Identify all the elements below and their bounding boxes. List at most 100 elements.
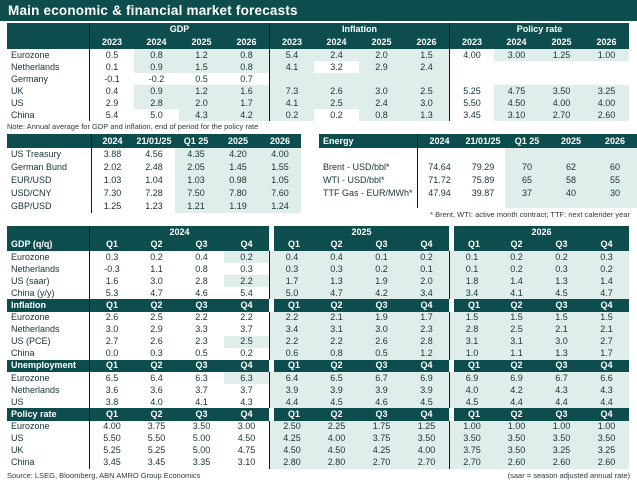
value-cell: 3.9 bbox=[314, 384, 359, 396]
row-label: Eurozone bbox=[11, 372, 50, 383]
value-cell: 3.7 bbox=[195, 384, 208, 395]
year-header: 2025 bbox=[539, 36, 584, 49]
value-cell bbox=[461, 148, 505, 161]
value-cell bbox=[359, 73, 404, 85]
value-cell: 1.7 bbox=[584, 347, 629, 360]
value-cell: 6.9 bbox=[494, 372, 539, 384]
value-cell: 3.9 bbox=[404, 384, 449, 396]
value-cell: 3.75 bbox=[449, 444, 494, 457]
quarter-header: Q3 bbox=[359, 359, 404, 372]
value-cell: 65 bbox=[505, 174, 549, 187]
value-cell: 3.35 bbox=[192, 457, 211, 467]
value-cell: 1.9 bbox=[359, 275, 404, 287]
value-cell: 2.0 bbox=[179, 97, 224, 109]
value-cell: 3.1 bbox=[494, 335, 539, 348]
value-cell: 3.50 bbox=[539, 85, 584, 97]
section-header-row: GDP (q/q) Q1 Q2 Q3 Q4 Q1 Q2 Q3 Q4 Q1 Q2 Q3 Q4 bbox=[7, 238, 629, 251]
row-label: China bbox=[11, 109, 35, 120]
value-cell: 4.4 bbox=[584, 396, 629, 408]
value-cell: 39.87 bbox=[471, 188, 495, 198]
value-cell: 3.9 bbox=[269, 384, 314, 396]
value-cell: 79.29 bbox=[471, 162, 495, 172]
section-header: Policy rate bbox=[7, 408, 89, 421]
value-cell: 4.00 bbox=[404, 444, 449, 457]
value-cell: 2.2 bbox=[195, 312, 208, 322]
value-cell: 3.50 bbox=[192, 421, 211, 431]
value-cell: 0.4 bbox=[269, 251, 314, 263]
value-cell: 1.5 bbox=[494, 311, 539, 324]
value-cell: 3.0 bbox=[404, 97, 449, 109]
quarterly-row-china: China 0.0 0.3 0.5 0.2 0.6 0.8 0.5 1.2 1.0 1.1 1.3 1.… bbox=[7, 347, 629, 360]
value-cell: -0.3 bbox=[89, 263, 134, 275]
value-cell: 2.1 bbox=[584, 323, 629, 336]
quarter-header: Q2 bbox=[314, 299, 359, 312]
value-cell: 1.1 bbox=[150, 263, 163, 274]
value-cell: 1.21 bbox=[175, 200, 217, 213]
quarter-header: Q1 bbox=[89, 299, 134, 312]
quarter-header: Q4 bbox=[584, 408, 629, 421]
value-cell: 1.0 bbox=[449, 347, 494, 360]
value-cell: 1.00 bbox=[584, 49, 629, 61]
table-title: Energy bbox=[319, 134, 417, 148]
value-cell: 3.25 bbox=[584, 85, 629, 97]
value-cell: 2.60 bbox=[539, 456, 584, 469]
value-cell: 0.3 bbox=[89, 251, 134, 263]
quarter-header: Q2 bbox=[134, 238, 179, 251]
value-cell: 2.9 bbox=[359, 61, 404, 73]
value-cell: 7.28 bbox=[145, 188, 163, 198]
quarter-header: Q2 bbox=[314, 359, 359, 372]
table-row bbox=[319, 148, 637, 161]
quarter-header: Q2 bbox=[314, 238, 359, 251]
table-row bbox=[319, 200, 637, 208]
quarter-header: Q1 bbox=[449, 359, 494, 372]
value-cell: 6.5 bbox=[314, 372, 359, 384]
annual-year-header-row: 2023 2024 2025 2026 2023 2024 2025 2026 2023 2024… bbox=[7, 36, 629, 49]
quarterly-row-eurozone: Eurozone 6.5 6.4 6.3 6.3 6.4 6.5 6.7 6.9 6.9 6.9 6.… bbox=[7, 372, 629, 384]
value-cell: 3.0 bbox=[89, 323, 134, 336]
value-cell: 37 bbox=[505, 187, 549, 200]
value-cell: 1.2 bbox=[404, 347, 449, 360]
value-cell: 1.00 bbox=[539, 420, 584, 433]
value-cell: 1.05 bbox=[259, 174, 301, 187]
annual-row-us: US 2.9 2.8 2.0 1.7 4.1 2.5 2.4 3.0 5.50 4.50 4.00 4.… bbox=[7, 97, 629, 109]
quarter-header: Q4 bbox=[224, 238, 269, 251]
value-cell: 0.2 bbox=[584, 263, 629, 275]
quarterly-row-netherlands: Netherlands 3.0 2.9 3.3 3.7 3.4 3.1 3.0 2.3 2.8 2.… bbox=[7, 323, 629, 336]
table-row: USD/CNY 7.30 7.28 7.50 7.80 7.60 bbox=[7, 187, 301, 200]
value-cell bbox=[549, 148, 593, 161]
value-cell: 0.8 bbox=[314, 347, 359, 360]
quarterly-row-uk: UK 5.25 5.25 5.00 4.75 4.50 4.50 4.25 4.00 3.75 3.… bbox=[7, 444, 629, 457]
value-cell: 1.04 bbox=[145, 175, 163, 185]
value-cell: 0.5 bbox=[89, 49, 134, 61]
value-cell: 0.0 bbox=[89, 347, 134, 360]
value-cell: 6.3 bbox=[224, 372, 269, 384]
row-label: Eurozone bbox=[11, 421, 50, 431]
quarterly-year-header-row: 2024 2025 2026 bbox=[7, 226, 629, 239]
quarter-header: Q4 bbox=[404, 299, 449, 312]
value-cell: 4.4 bbox=[539, 396, 584, 408]
value-cell: 2.8 bbox=[195, 275, 208, 286]
value-cell: 4.00 bbox=[314, 432, 359, 445]
value-cell: 3.1 bbox=[449, 335, 494, 348]
quarter-header: Q4 bbox=[404, 359, 449, 372]
value-cell: 4.5 bbox=[404, 396, 449, 408]
value-cell: 2.2 bbox=[240, 312, 253, 322]
row-label: US bbox=[11, 433, 24, 443]
quarter-header: Q2 bbox=[134, 408, 179, 421]
value-cell: 1.23 bbox=[145, 201, 163, 211]
row-label: Netherlands bbox=[11, 263, 60, 274]
section-header: Unemployment bbox=[7, 359, 89, 372]
value-cell: 6.9 bbox=[404, 372, 449, 384]
annual-row-eurozone: Eurozone 0.5 0.8 1.2 0.8 5.4 2.4 2.0 1.5 4.00 3.00… bbox=[7, 49, 629, 61]
group-header: Policy rate bbox=[449, 23, 629, 36]
value-cell: 2.70 bbox=[404, 456, 449, 469]
section-header: GDP (q/q) bbox=[7, 238, 89, 251]
markets_table-header-row: 2024 21/01/25 Q1 25 2025 2026 bbox=[7, 134, 301, 148]
value-cell: 0.2 bbox=[404, 251, 449, 263]
value-cell: 4.6 bbox=[195, 287, 208, 298]
value-cell: 5.0 bbox=[150, 109, 163, 120]
value-cell: 2.9 bbox=[89, 97, 134, 109]
year-header: 2024 bbox=[134, 36, 179, 49]
value-cell: 1.2 bbox=[179, 49, 224, 61]
value-cell: 4.2 bbox=[224, 109, 269, 121]
